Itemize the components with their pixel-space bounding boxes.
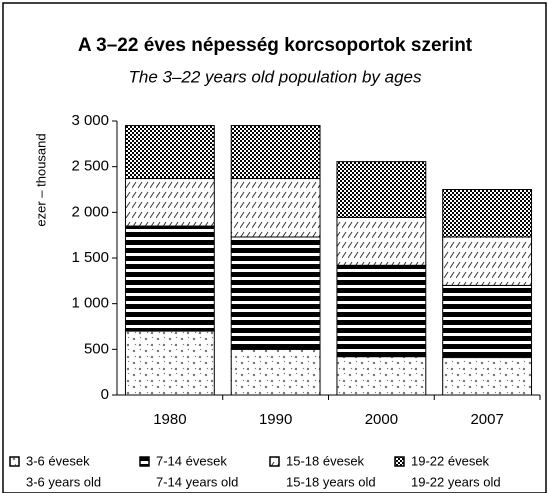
bar-segment (336, 161, 427, 218)
x-tick-label: 1990 (259, 411, 292, 428)
legend-label-en: 3-6 years old (26, 474, 101, 489)
bar-segment (442, 357, 533, 396)
chart-subtitle: The 3–22 years old population by ages (129, 67, 422, 86)
bar-segment (124, 225, 215, 332)
y-tick-label: 1 000 (71, 295, 109, 312)
bar-segment (442, 189, 533, 238)
legend-label: 15-18 évesek (286, 453, 365, 468)
bar-segment (124, 178, 215, 227)
bar-segment (124, 125, 215, 180)
y-tick-label: 0 (101, 386, 109, 403)
legend-swatch (269, 456, 280, 467)
y-tick-label: 2 500 (71, 158, 109, 175)
bar-segment (230, 348, 321, 396)
bar-segment (230, 236, 321, 350)
bar-segment (336, 264, 427, 358)
legend-swatch (9, 456, 20, 467)
bar-segment (442, 236, 533, 286)
x-tick-label: 1980 (153, 411, 186, 428)
legend-label: 19-22 évesek (411, 453, 490, 468)
chart-title: A 3–22 éves népesség korcsoportok szerin… (78, 35, 473, 56)
y-axis-label: ezer – thousand (33, 133, 48, 226)
legend-swatch (394, 456, 405, 467)
bar-segment (230, 178, 321, 238)
bar-segment (336, 356, 427, 396)
legend-label-en: 7-14 years old (156, 474, 238, 489)
legend-label-en: 19-22 years old (411, 474, 501, 489)
x-tick-label: 2000 (365, 411, 398, 428)
bar-segment (336, 216, 427, 266)
y-tick-label: 1 500 (71, 249, 109, 266)
bar-segment (442, 284, 533, 359)
y-tick-label: 500 (84, 340, 109, 357)
legend-label: 7-14 évesek (156, 453, 227, 468)
bar-segment (230, 125, 321, 180)
legend-label: 3-6 évesek (26, 453, 90, 468)
y-tick-label: 3 000 (71, 112, 109, 129)
legend-label-en: 15-18 years old (286, 474, 376, 489)
x-tick-label: 2007 (470, 411, 503, 428)
bar-segment (124, 330, 215, 396)
y-tick-label: 2 000 (71, 203, 109, 220)
legend-swatch (139, 456, 150, 467)
